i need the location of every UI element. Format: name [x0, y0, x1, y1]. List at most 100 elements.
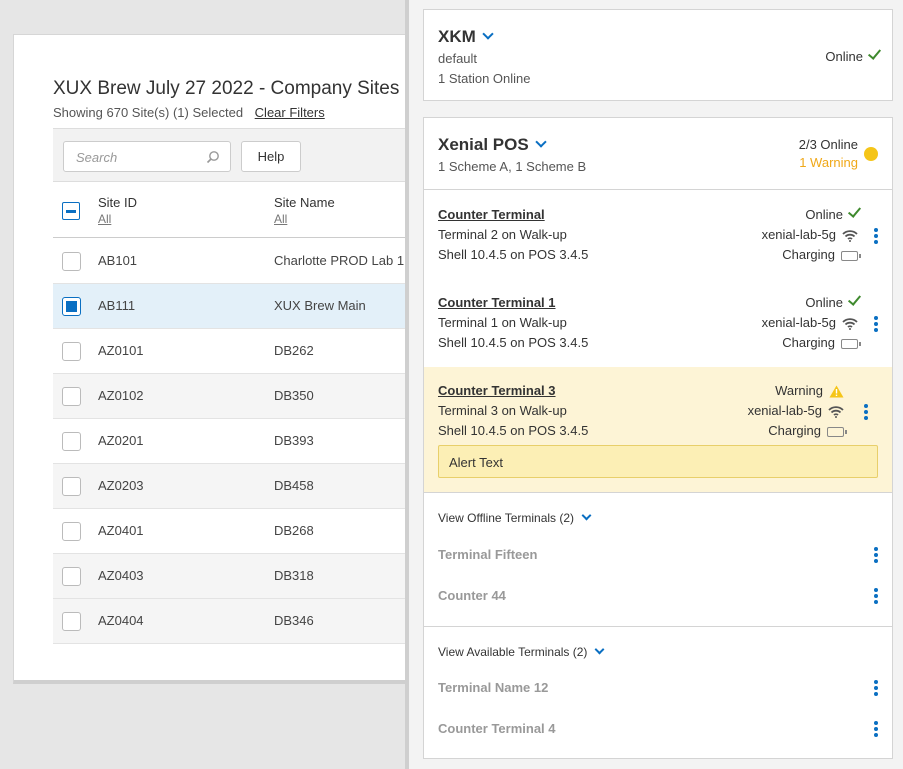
xkm-card: XKM default 1 Station Online Online [423, 9, 893, 101]
more-options-icon[interactable] [874, 547, 878, 565]
terminal-version: Shell 10.4.5 on POS 3.4.5 [438, 335, 589, 350]
site-name-filter-all[interactable]: All [274, 212, 288, 226]
site-id: AB101 [98, 253, 138, 268]
row-checkbox[interactable] [62, 342, 81, 361]
pos-schemes: 1 Scheme A, 1 Scheme B [438, 159, 587, 174]
terminal-row: Counter Terminal 1 Terminal 1 on Walk-up… [424, 279, 892, 367]
terminal-network: xenial-lab-5g [762, 227, 858, 242]
more-options-icon[interactable] [874, 228, 878, 246]
site-id: AZ0401 [98, 523, 144, 538]
row-checkbox[interactable] [62, 477, 81, 496]
terminal-location: Terminal 3 on Walk-up [438, 403, 567, 418]
search-input[interactable]: Search [63, 141, 231, 172]
table-row[interactable]: AZ0403 DB318 [53, 554, 406, 599]
table-row[interactable]: AZ0101 DB262 [53, 329, 406, 374]
terminal-status: Warning [775, 383, 844, 398]
terminal-power-label: Charging [782, 335, 835, 350]
row-checkbox[interactable] [62, 387, 81, 406]
search-placeholder: Search [76, 150, 118, 165]
table-row-selected[interactable]: AB111 XUX Brew Main [53, 284, 406, 329]
terminal-row-warning: Counter Terminal 3 Terminal 3 on Walk-up… [424, 367, 892, 492]
terminal-name-link[interactable]: Counter Terminal 1 [438, 295, 556, 310]
table-row[interactable]: AZ0404 DB346 [53, 599, 406, 644]
xkm-stations: 1 Station Online [438, 71, 531, 86]
table-row[interactable]: AZ0201 DB393 [53, 419, 406, 464]
terminal-status-label: Online [805, 207, 843, 222]
xkm-subtitle: default [438, 51, 478, 66]
row-checkbox[interactable] [62, 522, 81, 541]
more-options-icon[interactable] [874, 588, 878, 606]
warning-icon [829, 385, 844, 398]
table-row[interactable]: AB101 Charlotte PROD Lab 1 [53, 239, 406, 284]
offline-terminals-title: View Offline Terminals (2) [438, 511, 575, 525]
site-name: DB350 [274, 388, 314, 403]
wifi-icon [842, 229, 858, 242]
terminal-row: Counter Terminal Terminal 2 on Walk-up S… [424, 191, 892, 279]
column-site-id-label: Site ID [98, 195, 138, 210]
alert-message: Alert Text [438, 445, 878, 478]
select-all-checkbox[interactable] [62, 202, 80, 220]
panel-resize-handle[interactable] [405, 0, 409, 769]
site-id: AZ0101 [98, 343, 144, 358]
row-checkbox[interactable] [62, 297, 81, 316]
chevron-down-icon [581, 510, 592, 521]
available-terminal-name: Counter Terminal 4 [438, 721, 556, 736]
chevron-down-icon [594, 644, 605, 655]
check-icon [847, 292, 862, 306]
pos-online-count: 2/3 Online [798, 137, 858, 152]
table-toolbar: Search Help [53, 128, 406, 182]
table-row[interactable]: AZ0203 DB458 [53, 464, 406, 509]
check-icon [847, 204, 862, 218]
table-row[interactable]: AZ0401 DB268 [53, 509, 406, 554]
site-name: DB458 [274, 478, 314, 493]
xkm-title-toggle[interactable]: XKM [438, 27, 494, 47]
site-name: Charlotte PROD Lab 1 [274, 253, 405, 268]
terminal-status: Online [805, 204, 862, 222]
pos-card: Xenial POS 1 Scheme A, 1 Scheme B 2/3 On… [423, 117, 893, 759]
more-options-icon[interactable] [874, 680, 878, 698]
offline-terminals-section: View Offline Terminals (2) Terminal Fift… [424, 492, 892, 626]
terminal-location: Terminal 1 on Walk-up [438, 315, 567, 330]
available-terminals-title: View Available Terminals (2) [438, 645, 588, 659]
more-options-icon[interactable] [864, 404, 868, 422]
available-terminal-name: Terminal Name 12 [438, 680, 549, 695]
column-site-id[interactable]: Site ID All [98, 195, 137, 226]
terminal-power: Charging [768, 423, 847, 438]
site-id-filter-all[interactable]: All [98, 212, 112, 226]
site-name: DB318 [274, 568, 314, 583]
help-button[interactable]: Help [241, 141, 301, 172]
more-options-icon[interactable] [874, 316, 878, 334]
terminal-name-link[interactable]: Counter Terminal [438, 207, 545, 222]
terminal-network-label: xenial-lab-5g [747, 403, 822, 418]
row-checkbox[interactable] [62, 432, 81, 451]
xkm-status: Online [825, 46, 882, 64]
check-icon [867, 46, 882, 60]
sites-panel: XUX Brew July 27 2022 - Company Sites Sh… [13, 34, 407, 684]
terminal-network-label: xenial-lab-5g [761, 227, 836, 242]
page-title: XUX Brew July 27 2022 - Company Sites [53, 78, 400, 99]
site-name: DB346 [274, 613, 314, 628]
terminal-name-link[interactable]: Counter Terminal 3 [438, 383, 556, 398]
battery-charging-icon [841, 338, 861, 349]
terminal-status: Online [805, 292, 862, 310]
more-options-icon[interactable] [874, 721, 878, 739]
row-checkbox[interactable] [62, 567, 81, 586]
available-terminals-toggle[interactable]: View Available Terminals (2) [438, 644, 605, 659]
clear-filters-link[interactable]: Clear Filters [254, 105, 325, 120]
column-site-name-label: Site Name [274, 195, 335, 210]
row-checkbox[interactable] [62, 612, 81, 631]
site-id: AZ0201 [98, 433, 144, 448]
site-name: DB268 [274, 523, 314, 538]
terminal-power-label: Charging [768, 423, 821, 438]
column-site-name[interactable]: Site Name All [274, 195, 335, 226]
site-name: DB393 [274, 433, 314, 448]
wifi-icon [842, 317, 858, 330]
pos-title-toggle[interactable]: Xenial POS [438, 135, 547, 155]
offline-terminals-toggle[interactable]: View Offline Terminals (2) [438, 510, 592, 525]
warning-dot-icon [864, 147, 878, 161]
row-checkbox[interactable] [62, 252, 81, 271]
table-row[interactable]: AZ0102 DB350 [53, 374, 406, 419]
xkm-title: XKM [438, 27, 476, 46]
xkm-status-label: Online [825, 49, 863, 64]
offline-terminal-name: Terminal Fifteen [438, 547, 538, 562]
